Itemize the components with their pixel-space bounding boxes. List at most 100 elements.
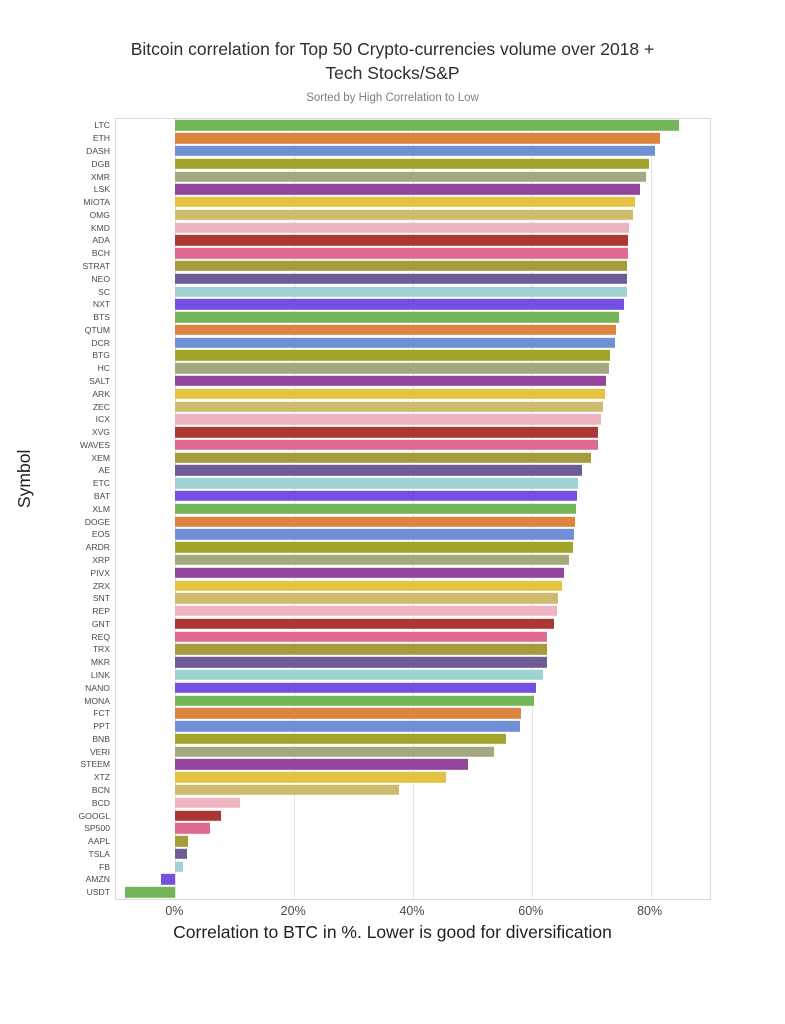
bar-row: SNT	[93, 592, 710, 605]
category-label: EOS	[91, 529, 110, 540]
bar	[175, 810, 222, 821]
bar-row: REQ	[91, 630, 710, 643]
category-label: LSK	[93, 184, 110, 195]
bar	[175, 171, 646, 182]
bar	[124, 887, 176, 898]
bar-rows: LTC ETH DASH DGB XMR LSK MIOTA OMG KMD ADA BCH STRA…	[78, 119, 710, 899]
bar-row: EOS	[92, 528, 710, 541]
category-label: DOGE	[84, 516, 110, 527]
category-label: MIOTA	[83, 197, 110, 208]
bar	[175, 861, 183, 872]
category-label: NANO	[85, 682, 110, 693]
bar	[175, 132, 660, 144]
category-label: ZEC	[92, 401, 110, 412]
bar	[175, 759, 468, 770]
bar	[175, 593, 558, 604]
bar	[175, 222, 629, 233]
bar	[175, 196, 635, 208]
bar	[175, 516, 576, 527]
bar-row: ARDR	[86, 541, 710, 554]
bar	[175, 567, 565, 578]
x-tick-label: 60%	[518, 904, 544, 918]
bar	[175, 797, 241, 808]
category-label: QTUM	[84, 324, 110, 335]
bar-row: NXT	[93, 298, 710, 311]
bar-row: KMD	[91, 221, 710, 234]
category-label: BNB	[92, 733, 110, 744]
category-label: ADA	[92, 235, 110, 246]
bar-row: ZEC	[93, 400, 710, 413]
bar-row: QTUM	[85, 324, 710, 337]
bar-row: LINK	[91, 669, 710, 682]
bar	[175, 235, 629, 246]
bar	[175, 529, 574, 540]
category-label: MONA	[84, 695, 110, 706]
category-label: ICX	[95, 414, 110, 425]
bar-row: SC	[98, 285, 710, 298]
bar	[175, 158, 649, 169]
bar	[175, 835, 189, 847]
bar-row: ICX	[96, 413, 710, 426]
bar-row: ZRX	[93, 579, 710, 592]
y-axis-label: Symbol	[14, 449, 34, 508]
category-label: LINK	[90, 669, 110, 680]
category-label: DCR	[91, 337, 110, 348]
plot-area: LTC ETH DASH DGB XMR LSK MIOTA OMG KMD ADA BCH STRA…	[78, 118, 711, 900]
category-label: BTG	[92, 350, 110, 361]
category-label: KMD	[90, 222, 110, 233]
category-label: STRAT	[82, 260, 110, 271]
bar-row: XVG	[92, 426, 710, 439]
bar	[175, 426, 599, 438]
bar-row: XEM	[91, 451, 710, 464]
bar-row: TSLA	[89, 848, 710, 861]
category-label: BCH	[91, 248, 110, 259]
category-label: MKR	[90, 657, 110, 668]
bar-row: GOOGL	[78, 809, 710, 822]
bar-row: LTC	[94, 119, 710, 132]
bar	[175, 708, 521, 719]
bar	[175, 414, 601, 425]
category-label: FB	[99, 861, 110, 872]
bar-row: HC	[98, 362, 710, 375]
bar	[175, 248, 629, 259]
bar-row: MONA	[84, 694, 710, 707]
category-label: DASH	[86, 145, 110, 156]
bar-row: ARK	[92, 387, 710, 400]
bar	[175, 823, 211, 834]
bar-row: LSK	[94, 183, 710, 196]
category-label: GOOGL	[78, 810, 110, 821]
bar-row: AMZN	[86, 873, 710, 886]
bar	[175, 120, 679, 131]
category-label: TRX	[92, 644, 110, 655]
category-label: XVG	[91, 427, 110, 438]
bar	[175, 746, 494, 757]
bar-row: PPT	[93, 720, 710, 733]
bar	[175, 490, 577, 502]
bar-row: BTS	[93, 311, 710, 324]
category-label: SALT	[89, 376, 110, 387]
category-label: AMZN	[85, 874, 110, 885]
bar	[175, 465, 583, 476]
bar	[175, 618, 555, 630]
bar-row: XLM	[92, 502, 710, 515]
bar	[175, 772, 446, 783]
bar-row: VERI	[90, 745, 710, 758]
bar	[175, 478, 579, 489]
chart-subtitle: Sorted by High Correlation to Low	[306, 92, 479, 104]
bar	[175, 439, 598, 451]
bar	[175, 286, 627, 297]
bar-row: ADA	[92, 234, 710, 247]
category-label: ARDR	[85, 542, 110, 553]
category-label: BAT	[93, 491, 110, 502]
bar-row: NEO	[91, 272, 710, 285]
bar	[161, 874, 176, 885]
x-tick-label: 80%	[637, 904, 663, 918]
bar-row: AE	[99, 464, 710, 477]
bar	[175, 350, 610, 361]
category-label: XEM	[91, 452, 110, 463]
category-label: SNT	[92, 593, 110, 604]
bar-row: DOGE	[85, 515, 710, 528]
bar-row: OMG	[89, 208, 710, 221]
category-label: BCD	[91, 797, 110, 808]
